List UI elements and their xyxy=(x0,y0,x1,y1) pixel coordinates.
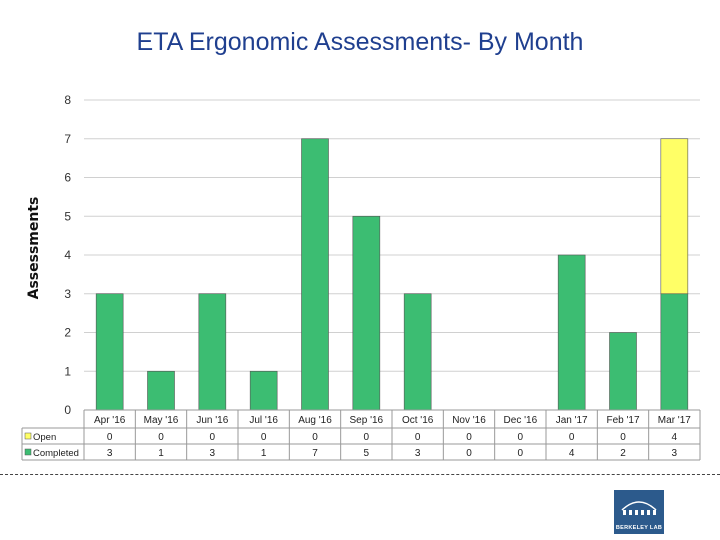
y-tick-label: 7 xyxy=(64,132,71,146)
berkeley-lab-logo: BERKELEY LAB xyxy=(614,490,664,534)
table-value-open: 0 xyxy=(158,432,164,443)
table-value-open: 0 xyxy=(364,432,370,443)
table-value-open: 0 xyxy=(466,432,472,443)
table-value-completed: 3 xyxy=(672,448,678,459)
y-tick-label: 1 xyxy=(64,364,71,378)
table-value-completed: 0 xyxy=(466,448,472,459)
bar-completed xyxy=(352,215,381,411)
bar-completed xyxy=(95,293,124,411)
bar-completed xyxy=(403,293,432,411)
table-value-completed: 3 xyxy=(107,448,113,459)
bar-completed xyxy=(557,254,586,411)
table-value-completed: 1 xyxy=(261,448,267,459)
y-tick-label: 0 xyxy=(64,403,71,417)
table-value-open: 0 xyxy=(620,432,626,443)
table-value-completed: 0 xyxy=(518,448,524,459)
bar-open xyxy=(660,138,689,295)
x-tick-label: Mar '17 xyxy=(658,415,691,426)
table-value-completed: 4 xyxy=(569,448,575,459)
x-tick-label: Sep '16 xyxy=(350,415,384,426)
x-tick-label: Apr '16 xyxy=(94,415,126,426)
y-tick-label: 4 xyxy=(64,248,71,262)
table-value-open: 0 xyxy=(210,432,216,443)
table-value-completed: 7 xyxy=(312,448,318,459)
table-value-completed: 1 xyxy=(158,448,164,459)
bar-completed xyxy=(609,332,637,411)
table-value-open: 0 xyxy=(518,432,524,443)
y-tick-label: 6 xyxy=(64,171,71,185)
legend-swatch-completed xyxy=(24,448,32,456)
bar-completed xyxy=(301,138,329,411)
x-tick-label: Aug '16 xyxy=(298,415,332,426)
x-tick-label: Oct '16 xyxy=(402,415,434,426)
logo-text: BERKELEY LAB xyxy=(615,525,663,531)
bar-completed xyxy=(198,293,227,411)
table-value-open: 0 xyxy=(261,432,267,443)
legend-label-open: Open xyxy=(33,432,56,443)
logo-dome-icon xyxy=(621,501,657,515)
table-value-open: 4 xyxy=(672,432,678,443)
legend-label-completed: Completed xyxy=(33,448,79,459)
table-value-open: 0 xyxy=(312,432,318,443)
x-tick-label: Feb '17 xyxy=(606,415,639,426)
x-tick-label: Jun '16 xyxy=(196,415,228,426)
legend-swatch-open xyxy=(24,432,32,440)
x-tick-label: Nov '16 xyxy=(452,415,486,426)
table-value-open: 0 xyxy=(107,432,113,443)
x-tick-label: May '16 xyxy=(144,415,179,426)
y-axis-label: Assessments xyxy=(26,197,42,300)
y-tick-label: 3 xyxy=(64,287,71,301)
x-tick-label: Jul '16 xyxy=(249,415,278,426)
table-value-open: 0 xyxy=(415,432,421,443)
x-tick-label: Jan '17 xyxy=(556,415,588,426)
table-value-completed: 2 xyxy=(620,448,626,459)
chart-title: ETA Ergonomic Assessments- By Month xyxy=(136,28,584,56)
table-value-completed: 3 xyxy=(415,448,421,459)
divider xyxy=(0,474,720,475)
x-tick-label: Dec '16 xyxy=(504,415,538,426)
bar-completed xyxy=(249,370,278,411)
table-value-open: 0 xyxy=(569,432,575,443)
table-value-completed: 3 xyxy=(210,448,216,459)
y-tick-label: 8 xyxy=(64,93,71,107)
bar-completed xyxy=(147,370,175,411)
y-tick-label: 2 xyxy=(64,326,71,340)
table-value-completed: 5 xyxy=(364,448,370,459)
y-tick-label: 5 xyxy=(64,209,71,223)
bar-completed xyxy=(660,293,689,411)
